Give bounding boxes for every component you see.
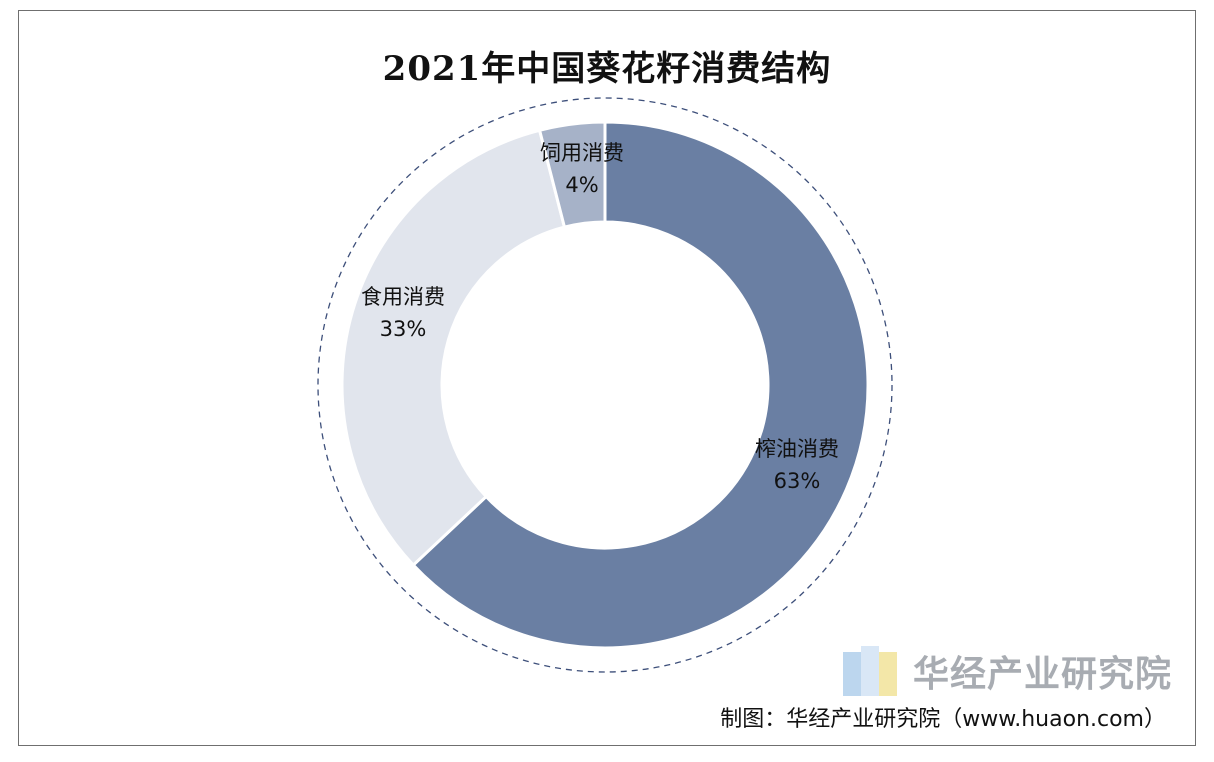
watermark-text: 华经产业研究院 [912,654,1172,695]
slice-label-1: 榨油消费 [755,437,839,461]
watermark: 华经产业研究院 [842,642,1172,700]
donut-slice-3 [537,120,607,229]
slice-value-label-3: 4% [565,173,598,197]
watermark-logo-icon [842,642,901,700]
source-note: 制图：华经产业研究院（www.huaon.com） [720,707,1166,732]
slice-label-2: 食用消费 [361,285,445,309]
dashed-outer-ring [317,97,893,673]
slice-label-3: 饲用消费 [540,141,624,165]
slice-value-label-2: 33% [380,317,427,341]
chart-title: 2021年中国葵花籽消费结构 [382,49,832,89]
slice-value-label-1: 63% [774,469,821,493]
donut-slice-1 [411,120,870,650]
donut-slice-2 [340,128,567,568]
